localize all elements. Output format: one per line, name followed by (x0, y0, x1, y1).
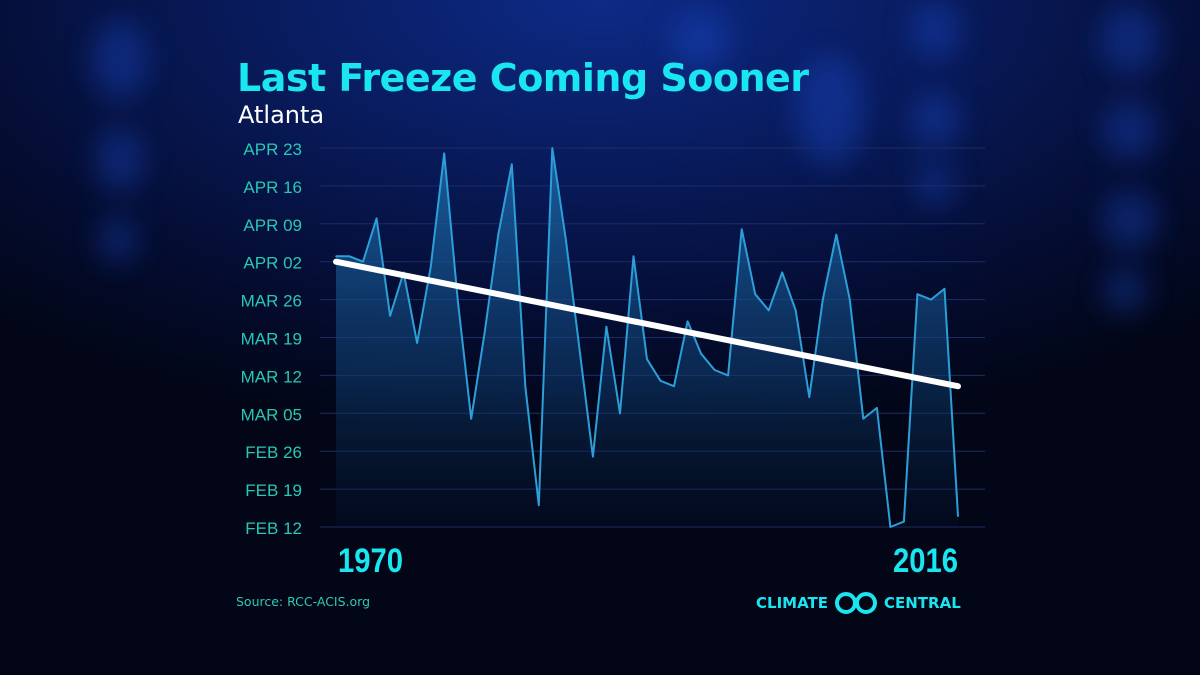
y-tick-label: APR 09 (243, 216, 302, 235)
data-point (619, 412, 621, 415)
data-point (876, 407, 878, 409)
data-point (632, 255, 635, 258)
data-point (673, 385, 675, 388)
data-point (551, 147, 554, 149)
data-point (362, 260, 364, 263)
data-point (538, 504, 540, 507)
climate-central-logo: CLIMATE CENTRAL (756, 590, 961, 616)
data-point (565, 239, 567, 241)
data-point (389, 315, 391, 317)
trend-line (333, 258, 961, 390)
data-point (781, 271, 784, 274)
data-point (808, 396, 811, 398)
data-point (443, 152, 445, 155)
trend-line-group (333, 258, 961, 390)
data-point (470, 417, 473, 420)
y-tick-label: APR 02 (243, 254, 302, 273)
series-area (336, 148, 958, 527)
data-point (889, 526, 892, 528)
y-tick-label: FEB 19 (245, 481, 302, 500)
x-axis-labels: 1970 2016 (338, 541, 958, 580)
data-point (700, 352, 702, 355)
y-tick-label: MAR 19 (241, 330, 302, 349)
data-point (375, 217, 378, 220)
x-start-label: 1970 (338, 541, 403, 580)
data-point (862, 417, 865, 420)
data-point (456, 298, 459, 301)
y-axis-ticks: FEB 12 FEB 19 FEB 26 MAR 05 MAR 12 MAR 19 MAR … (241, 140, 302, 538)
data-point (767, 309, 770, 312)
data-point (794, 309, 797, 312)
data-point (510, 163, 513, 166)
data-point (578, 347, 581, 350)
data-point (754, 293, 756, 295)
data-point (903, 520, 905, 523)
data-point (821, 298, 824, 301)
data-point (943, 287, 946, 290)
logo-word-right: CENTRAL (884, 594, 961, 612)
data-point (646, 358, 648, 360)
data-point (686, 320, 689, 323)
y-tick-label: APR 23 (243, 140, 302, 159)
data-point (849, 298, 851, 301)
logo-word-left: CLIMATE (756, 594, 828, 612)
data-point (659, 380, 662, 382)
data-point (957, 515, 959, 517)
y-tick-label: MAR 12 (241, 367, 302, 386)
data-point (740, 228, 743, 231)
data-point (416, 342, 418, 344)
chart-subtitle: Atlanta (238, 101, 325, 129)
data-point (713, 369, 716, 371)
y-tick-label: FEB 26 (245, 443, 302, 462)
series-area-fill (336, 148, 958, 527)
y-tick-label: APR 16 (243, 178, 302, 197)
x-end-label: 2016 (893, 541, 958, 580)
y-tick-label: MAR 05 (241, 405, 302, 424)
chart-title: Last Freeze Coming Sooner (237, 56, 809, 100)
data-point (335, 255, 337, 258)
data-point (429, 266, 432, 268)
data-point (483, 331, 486, 333)
climate-central-logo-icon (835, 592, 877, 614)
y-tick-label: MAR 26 (241, 292, 302, 311)
data-point (835, 233, 838, 236)
data-point (605, 325, 608, 328)
source-credit: Source: RCC-ACIS.org (236, 594, 371, 609)
data-point (348, 255, 351, 258)
data-point (592, 455, 594, 458)
data-point (497, 233, 500, 236)
data-point (727, 374, 729, 377)
series-line (335, 147, 959, 528)
data-point (524, 385, 527, 388)
y-tick-label: FEB 12 (245, 519, 302, 538)
data-point (916, 293, 919, 295)
data-point (930, 298, 932, 301)
